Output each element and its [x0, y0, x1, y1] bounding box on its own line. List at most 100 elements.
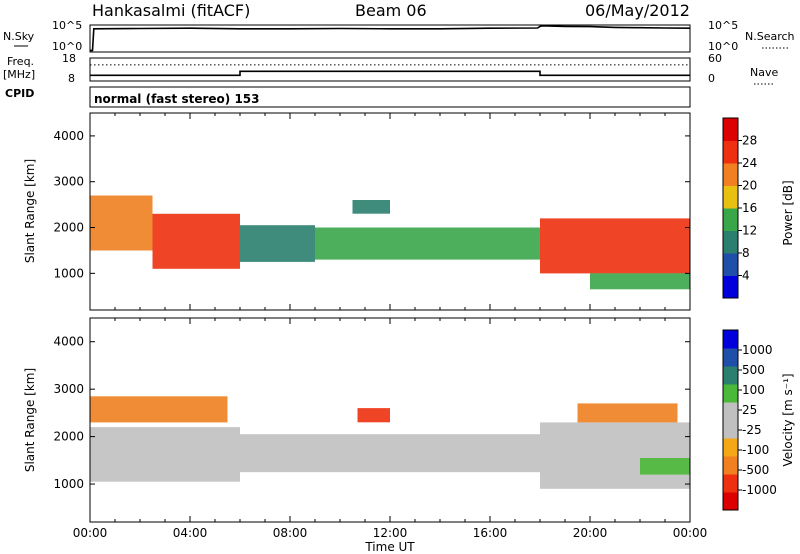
power-colorbar: 4 8 12 16 20 24 28 Power [dB] — [722, 117, 795, 299]
nsky-ytick-bottom: 10^0 — [52, 40, 82, 53]
nsky-ytick-top: 10^5 — [52, 19, 82, 32]
velocity-colorbar-label: Velocity [m s⁻¹] — [781, 373, 795, 466]
echo-band — [357, 408, 390, 423]
xtick-label: 04:00 — [173, 526, 208, 540]
colorbar-tick-label: -500 — [742, 463, 769, 477]
ytick-label: 3000 — [53, 382, 84, 396]
echo-band — [577, 403, 678, 423]
colorbar-tick-label: 16 — [742, 201, 757, 215]
xtick-label: 16:00 — [473, 526, 508, 540]
colorbar-swatch — [723, 275, 738, 299]
cpid-label: CPID — [5, 87, 34, 100]
echo-band — [90, 195, 153, 251]
time-ut-xlabel: Time UT — [364, 540, 415, 554]
echo-band — [540, 422, 690, 489]
power-data-marks — [90, 195, 690, 290]
power-colorbar-swatches — [723, 118, 738, 299]
colorbar-swatch — [723, 208, 738, 231]
nsky-label: N.Sky — [3, 30, 35, 43]
colorbar-tick-label: 25 — [742, 403, 757, 417]
nsky-series-line — [90, 24, 691, 52]
echo-band — [640, 458, 690, 475]
xtick-label: 08:00 — [273, 526, 308, 540]
velocity-data-marks — [90, 396, 690, 489]
colorbar-swatch — [723, 330, 738, 349]
cpid-value: normal (fast stereo) 153 — [94, 92, 260, 106]
velocity-colorbar-swatches — [723, 330, 738, 511]
colorbar-swatch — [723, 438, 738, 457]
freq-frame — [89, 57, 691, 82]
power-panel: Slant Range [km] 1000 2000 3000 4000 — [23, 112, 691, 311]
colorbar-swatch — [723, 402, 738, 421]
colorbar-swatch — [723, 366, 738, 385]
freq-label: Freq. — [7, 55, 34, 68]
nsky-frame — [89, 24, 691, 53]
colorbar-tick-label: 4 — [742, 269, 750, 283]
colorbar-swatch — [723, 163, 738, 186]
nave-label: Nave — [750, 66, 778, 79]
freq-panel: 18 8 60 0 — [62, 52, 722, 85]
xtick-label: 20:00 — [573, 526, 608, 540]
date-title: 06/May/2012 — [585, 1, 690, 20]
colorbar-swatch — [723, 474, 738, 493]
xtick-label: 00:00 — [73, 526, 108, 540]
echo-band — [152, 213, 240, 269]
cpid-frame — [89, 86, 691, 108]
xtick-label: 12:00 — [373, 526, 408, 540]
freq-ytick-top: 18 — [62, 52, 76, 65]
power-ylabel: Slant Range [km] — [23, 159, 37, 263]
colorbar-tick-label: 8 — [742, 246, 750, 260]
colorbar-swatch — [723, 456, 738, 475]
power-colorbar-ticks: 4 8 12 16 20 24 28 — [738, 134, 757, 283]
nsky-panel: 10^5 10^0 10^5 10^0 — [52, 19, 738, 53]
velocity-xticks: 00:00 04:00 08:00 12:00 16:00 20:00 00:00 — [73, 318, 708, 540]
cpid-panel: normal (fast stereo) 153 — [89, 86, 691, 108]
echo-band — [90, 396, 228, 423]
colorbar-tick-label: -1000 — [742, 483, 777, 497]
colorbar-tick-label: 12 — [742, 224, 757, 238]
velocity-colorbar: -1000 -500 -100 -25 25 100 500 1000 Velocity [m… — [722, 329, 795, 511]
echo-band — [352, 200, 390, 214]
ytick-label: 4000 — [53, 129, 84, 143]
colorbar-swatch — [723, 185, 738, 209]
velocity-colorbar-frame — [722, 329, 739, 511]
nave-ytick-top: 60 — [708, 52, 722, 65]
xtick-label: 00:00 — [673, 526, 708, 540]
power-yticks: 1000 2000 3000 4000 — [53, 129, 690, 280]
colorbar-tick-label: 20 — [742, 179, 757, 193]
power-colorbar-label: Power [dB] — [781, 180, 795, 245]
ytick-label: 4000 — [53, 335, 84, 349]
colorbar-swatch — [723, 140, 738, 164]
echo-band — [90, 427, 240, 482]
colorbar-tick-label: 1000 — [742, 343, 773, 357]
ytick-label: 3000 — [53, 175, 84, 189]
ytick-label: 1000 — [53, 477, 84, 491]
colorbar-swatch — [723, 492, 738, 511]
freq-unit-label: [MHz] — [3, 68, 35, 81]
colorbar-swatch — [723, 420, 738, 439]
ytick-label: 1000 — [53, 266, 84, 280]
colorbar-swatch — [723, 348, 738, 367]
nave-ytick-bottom: 0 — [708, 72, 715, 85]
echo-band — [540, 218, 690, 274]
nsearch-ytick-top: 10^5 — [708, 19, 738, 32]
velocity-yticks: 1000 2000 3000 4000 — [53, 335, 690, 491]
colorbar-swatch — [723, 230, 738, 254]
colorbar-swatch — [723, 253, 738, 276]
colorbar-tick-label: 500 — [742, 363, 765, 377]
freq-series-line — [90, 70, 690, 77]
velocity-colorbar-ticks: -1000 -500 -100 -25 25 100 500 1000 — [738, 343, 777, 497]
echo-band — [240, 434, 540, 473]
colorbar-tick-label: 100 — [742, 383, 765, 397]
colorbar-swatch — [723, 384, 738, 403]
ytick-label: 2000 — [53, 221, 84, 235]
echo-band — [240, 225, 315, 262]
beam-title: Beam 06 — [355, 1, 427, 20]
velocity-ylabel: Slant Range [km] — [23, 368, 37, 472]
colorbar-tick-label: 24 — [742, 156, 757, 170]
nsearch-label: N.Search — [745, 30, 795, 43]
ytick-label: 2000 — [53, 430, 84, 444]
colorbar-tick-label: -25 — [742, 423, 762, 437]
power-xticks — [89, 113, 691, 310]
